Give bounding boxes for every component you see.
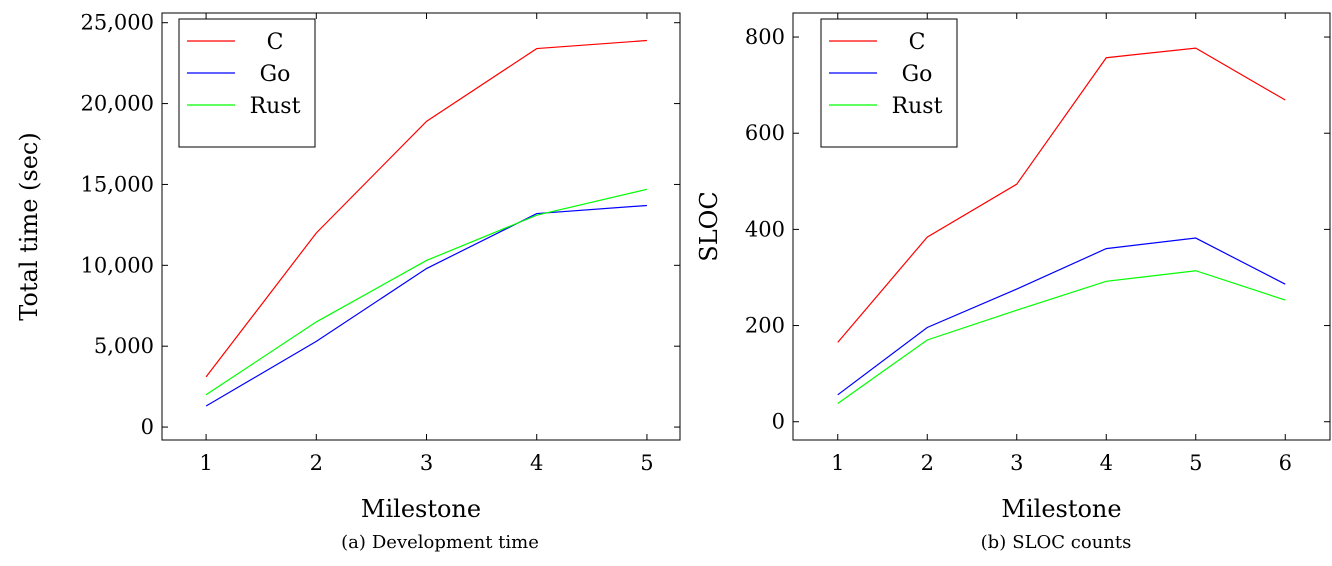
caption-a-text: Development time: [371, 532, 539, 553]
legend-label-c: C: [909, 30, 926, 55]
y-axis-label: SLOC: [695, 191, 723, 261]
caption-b-text: SLOC counts: [1012, 532, 1132, 553]
x-tick-label: 2: [921, 451, 934, 475]
y-tick-label: 15,000: [81, 172, 154, 196]
caption-b: (b) SLOC counts: [856, 532, 1256, 553]
y-tick-label: 0: [141, 415, 154, 439]
series-line-c: [837, 47, 1286, 343]
legend-label-go: Go: [902, 62, 933, 87]
series-line-rust: [205, 188, 648, 396]
legend: C Go Rust: [178, 18, 316, 148]
legend-label-rust: Rust: [250, 94, 301, 119]
series-line-go: [837, 237, 1286, 396]
caption-a: (a) Development time: [220, 532, 660, 553]
x-tick-label: 2: [310, 451, 323, 475]
x-tick-label: 6: [1279, 451, 1292, 475]
legend-frame: [820, 18, 958, 148]
chart-panel-b: 1 2 3 4 5 6 0 200 400 600 800 Milestone SLOC C Go Rust: [680, 0, 1332, 524]
x-tick-label: 4: [1100, 451, 1113, 475]
y-tick-label: 10,000: [81, 253, 154, 277]
caption-b-tag: (b): [980, 532, 1007, 553]
x-tick-label: 5: [640, 451, 653, 475]
plot-frame: [792, 12, 1331, 441]
chart-panel-a: 1 2 3 4 5 0 5,000 10,000 15,000 20,000 25,000 Miles…: [0, 0, 700, 524]
chart-sloc-counts: 1 2 3 4 5 6 0 200 400 600 800 Milestone SLOC C Go Rust: [695, 12, 1331, 523]
y-tick-label: 0: [772, 410, 785, 434]
x-axis-label: Milestone: [1001, 495, 1121, 520]
y-tick-label: 400: [745, 217, 785, 241]
y-axis-label: Total time (sec): [15, 132, 43, 320]
x-tick-label: 3: [1010, 451, 1023, 475]
series-line-rust: [837, 270, 1286, 404]
x-axis-label: Milestone: [361, 495, 481, 520]
y-tick-label: 200: [745, 314, 785, 338]
y-tick-label: 5,000: [94, 334, 154, 358]
y-tick-label: 600: [745, 121, 785, 145]
y-tick-label: 25,000: [81, 11, 154, 35]
legend: C Go Rust: [820, 18, 958, 148]
x-tick-label: 3: [420, 451, 433, 475]
plot-frame: [161, 12, 681, 441]
x-tick-label: 4: [530, 451, 543, 475]
legend-label-go: Go: [260, 62, 291, 87]
caption-a-tag: (a): [341, 532, 366, 553]
y-tick-label: 800: [745, 25, 785, 49]
y-tick-label: 20,000: [81, 92, 154, 116]
legend-frame: [178, 18, 316, 148]
x-tick-label: 1: [199, 451, 212, 475]
series-line-c: [205, 39, 647, 378]
legend-label-rust: Rust: [892, 94, 943, 119]
x-tick-label: 5: [1189, 451, 1202, 475]
chart-development-time: 1 2 3 4 5 0 5,000 10,000 15,000 20,000 25,000 Miles…: [15, 11, 681, 523]
series-line-go: [205, 204, 647, 407]
legend-label-c: C: [267, 30, 284, 55]
x-tick-label: 1: [831, 451, 844, 475]
